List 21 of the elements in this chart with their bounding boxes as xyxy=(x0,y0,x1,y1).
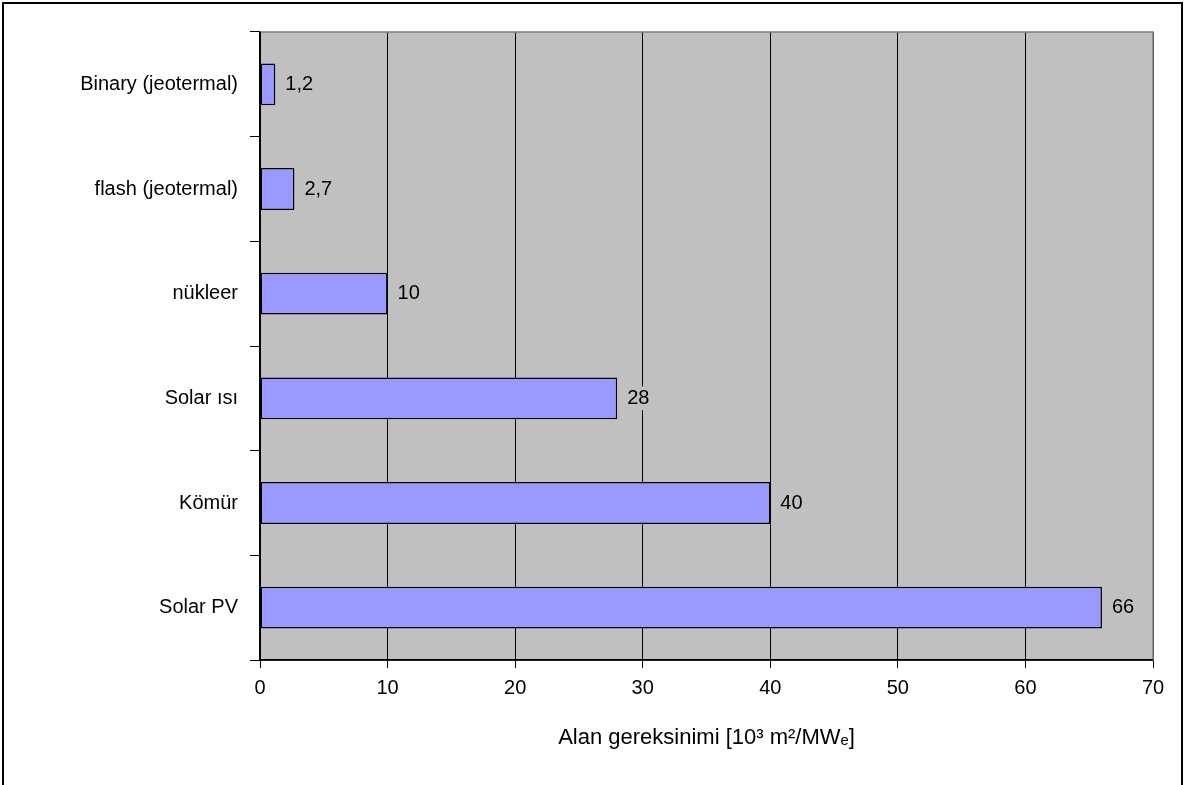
x-tick-label: 70 xyxy=(1141,675,1165,698)
x-tick-label: 20 xyxy=(504,675,527,698)
x-tick-label: 10 xyxy=(376,675,399,698)
data-label: 2,7 xyxy=(304,176,333,199)
y-tick-label: Kömür xyxy=(179,490,239,513)
data-label: 40 xyxy=(780,490,803,513)
y-tick-label: nükleer xyxy=(172,281,239,304)
y-tick-label: Solar ısı xyxy=(164,385,238,408)
data-label: 28 xyxy=(627,385,650,408)
data-label: 66 xyxy=(1111,595,1135,618)
x-axis-title: Alan gereksinimi [10³ m²/MWₑ] xyxy=(558,723,855,749)
x-tick-label: 50 xyxy=(886,675,909,698)
data-label: 1,2 xyxy=(285,71,314,94)
x-tick-label: 0 xyxy=(254,675,266,698)
x-tick-label: 30 xyxy=(631,675,654,698)
y-tick-label: Binary (jeotermal) xyxy=(80,71,238,94)
y-tick-label: Solar PV xyxy=(159,595,239,618)
y-tick-label: flash (jeotermal) xyxy=(94,176,238,199)
x-tick-label: 60 xyxy=(1014,675,1037,698)
x-tick-label: 40 xyxy=(759,675,782,698)
data-label: 10 xyxy=(397,281,420,304)
